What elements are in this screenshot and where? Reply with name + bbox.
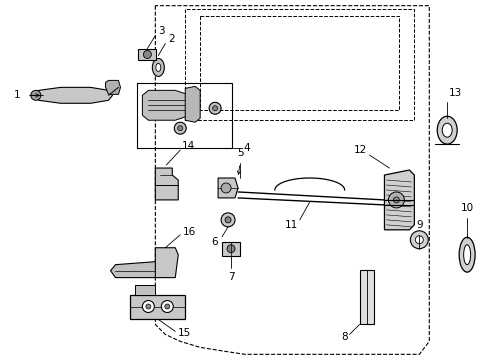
Polygon shape <box>384 170 413 230</box>
Polygon shape <box>110 262 165 278</box>
Polygon shape <box>185 86 200 122</box>
Circle shape <box>409 231 427 249</box>
Text: 4: 4 <box>243 143 249 153</box>
Text: 3: 3 <box>158 26 164 36</box>
Circle shape <box>174 122 186 134</box>
Text: 8: 8 <box>340 332 347 342</box>
Text: 14: 14 <box>182 141 195 151</box>
Text: 1: 1 <box>14 90 21 100</box>
Text: 13: 13 <box>448 88 462 98</box>
Bar <box>135 285 155 294</box>
Text: 5: 5 <box>236 148 243 158</box>
Text: 6: 6 <box>211 237 218 247</box>
Ellipse shape <box>458 237 474 272</box>
Circle shape <box>393 197 399 203</box>
Circle shape <box>143 50 151 58</box>
Circle shape <box>226 245 235 253</box>
Circle shape <box>209 102 221 114</box>
Text: 12: 12 <box>353 145 367 155</box>
Ellipse shape <box>152 58 164 76</box>
Text: 7: 7 <box>227 272 234 282</box>
Circle shape <box>161 301 173 312</box>
Bar <box>137 84 232 148</box>
Ellipse shape <box>156 63 161 71</box>
Text: 16: 16 <box>183 227 196 237</box>
Ellipse shape <box>463 245 469 265</box>
Circle shape <box>164 304 169 309</box>
Circle shape <box>178 126 183 131</box>
Text: 10: 10 <box>460 203 473 213</box>
Text: 9: 9 <box>415 220 422 230</box>
Ellipse shape <box>441 123 451 137</box>
Bar <box>222 242 240 256</box>
Circle shape <box>145 304 151 309</box>
Circle shape <box>387 192 404 208</box>
Circle shape <box>221 213 235 227</box>
Circle shape <box>212 106 217 111</box>
Text: 15: 15 <box>178 328 191 338</box>
Bar <box>359 270 374 324</box>
Circle shape <box>142 301 154 312</box>
Polygon shape <box>218 178 238 198</box>
Circle shape <box>221 183 230 193</box>
Circle shape <box>414 236 423 244</box>
Polygon shape <box>130 294 185 319</box>
Polygon shape <box>155 248 178 278</box>
Ellipse shape <box>436 116 456 144</box>
Polygon shape <box>142 90 190 120</box>
Circle shape <box>224 217 230 223</box>
Circle shape <box>31 90 41 100</box>
Text: 2: 2 <box>168 33 175 44</box>
Polygon shape <box>31 87 112 103</box>
Polygon shape <box>105 80 120 94</box>
Polygon shape <box>155 168 178 200</box>
Text: 11: 11 <box>284 220 297 230</box>
Bar <box>138 49 156 60</box>
